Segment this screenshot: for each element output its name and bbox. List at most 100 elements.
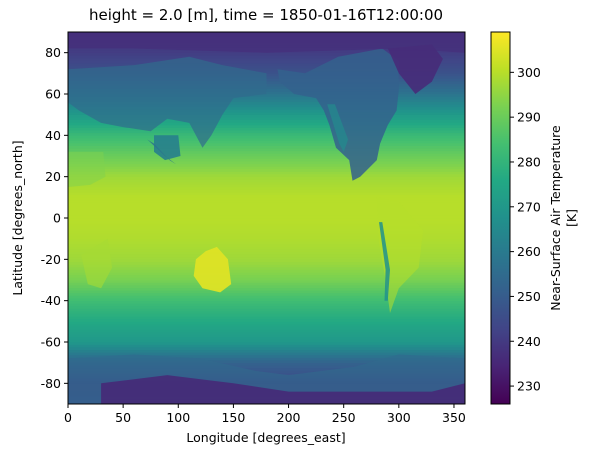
y-axis: -80 -60 -40 -20 0 20 40 60 80 <box>41 45 68 391</box>
heatmap-band <box>68 357 465 361</box>
heatmap-band <box>68 300 465 304</box>
y-tick-label: -20 <box>41 252 61 267</box>
colorbar-label-line-2: [K] <box>564 209 579 227</box>
heatmap-band <box>68 341 465 345</box>
heatmap-band <box>68 119 465 123</box>
greenland-cap <box>387 44 443 94</box>
x-tick-label: 50 <box>115 410 131 425</box>
heatmap-band <box>68 266 465 270</box>
heatmap-band <box>68 147 465 152</box>
x-axis: 0 50 100 150 200 250 300 350 <box>64 404 466 425</box>
heatmap-band <box>68 318 465 322</box>
colorbar-tick-label: 260 <box>517 244 541 259</box>
heatmap-band <box>68 124 465 128</box>
heatmap-band <box>68 328 465 332</box>
heatmap-band <box>68 199 465 203</box>
heatmap-band <box>68 93 465 97</box>
x-tick-label: 100 <box>166 410 190 425</box>
heatmap-band <box>68 62 465 66</box>
heatmap-band <box>68 313 465 317</box>
heatmap-band <box>68 140 465 144</box>
heatmap-band <box>68 336 465 340</box>
heatmap-band <box>68 240 465 245</box>
heatmap-band <box>68 235 465 239</box>
heatmap-band <box>68 305 465 309</box>
heatmap-band <box>68 153 465 157</box>
heatmap-band <box>68 243 465 247</box>
heatmap-band <box>68 186 465 190</box>
heatmap-band <box>68 202 465 206</box>
heatmap-band <box>68 145 465 149</box>
heatmap-band <box>68 290 465 294</box>
heatmap-band <box>68 310 465 314</box>
y-tick-label: -40 <box>41 293 61 308</box>
heatmap-band <box>68 60 465 64</box>
heatmap-band <box>68 135 465 139</box>
eurasia-land <box>68 56 267 148</box>
antarctic-plateau <box>101 375 465 404</box>
heatmap-band <box>68 367 465 371</box>
heatmap-band <box>68 166 465 170</box>
heatmap-band <box>68 352 465 356</box>
heatmap-band <box>68 292 465 296</box>
x-axis-title: Longitude [degrees_east] <box>186 430 345 445</box>
heatmap-band <box>68 204 465 208</box>
heatmap-band <box>68 308 465 312</box>
heatmap-band <box>68 129 465 134</box>
heatmap-band <box>68 251 465 255</box>
colorbar-axis: 230 240 250 260 270 280 290 300 <box>510 65 541 394</box>
heatmap-band <box>68 155 465 159</box>
heatmap-band <box>68 302 465 307</box>
heatmap-band <box>68 212 465 216</box>
heatmap-band <box>68 65 465 69</box>
heatmap-band <box>68 197 465 201</box>
arctic-ocean-cold <box>68 32 465 53</box>
y-tick-label: 60 <box>45 87 61 102</box>
heatmap-band <box>68 271 465 276</box>
heatmap-band <box>68 160 465 165</box>
heatmap-band <box>68 364 465 369</box>
heatmap-band <box>68 246 465 250</box>
heatmap-band <box>68 70 465 74</box>
heatmap-band <box>68 256 465 260</box>
heatmap-band <box>68 333 465 338</box>
heatmap-band <box>68 261 465 265</box>
heatmap-band <box>68 339 465 343</box>
heatmap-band <box>68 370 465 374</box>
heatmap-band <box>68 158 465 162</box>
heatmap-band <box>68 230 465 234</box>
heatmap-band <box>68 315 465 320</box>
heatmap-band <box>68 287 465 291</box>
heatmap-band <box>68 137 465 141</box>
heatmap-band <box>68 209 465 214</box>
y-axis-title: Latitude [degrees_north] <box>10 140 25 295</box>
southern-africa-warm <box>81 238 113 289</box>
heatmap-band <box>68 282 465 286</box>
colorbar-label-line-1: Near-Surface Air Temperature <box>548 125 563 311</box>
tibet-cold-spot <box>154 135 181 161</box>
rockies-ridge <box>327 104 349 152</box>
heatmap-band <box>68 111 465 115</box>
heatmap-band <box>68 220 465 224</box>
x-tick-label: 300 <box>387 410 411 425</box>
colorbar-tick-label: 290 <box>517 110 541 125</box>
heatmap-band <box>68 269 465 273</box>
heatmap-band <box>68 116 465 121</box>
heatmap-band <box>68 217 465 221</box>
heatmap-band <box>68 238 465 242</box>
heatmap-band <box>68 101 465 105</box>
heatmap-band <box>68 184 465 188</box>
heatmap-band <box>68 233 465 237</box>
australia-hot <box>193 246 232 293</box>
heatmap-band <box>68 362 465 366</box>
colorbar-tick-label: 300 <box>517 65 541 80</box>
heatmap-band <box>68 194 465 198</box>
heatmap-band <box>68 284 465 289</box>
colorbar-tick-label: 280 <box>517 154 541 169</box>
heatmap-band <box>68 321 465 325</box>
x-tick-label: 150 <box>221 410 245 425</box>
heatmap-band <box>68 191 465 196</box>
chart-title: height = 2.0 [m], time = 1850-01-16T12:0… <box>89 6 443 24</box>
heatmap-band <box>68 104 465 108</box>
